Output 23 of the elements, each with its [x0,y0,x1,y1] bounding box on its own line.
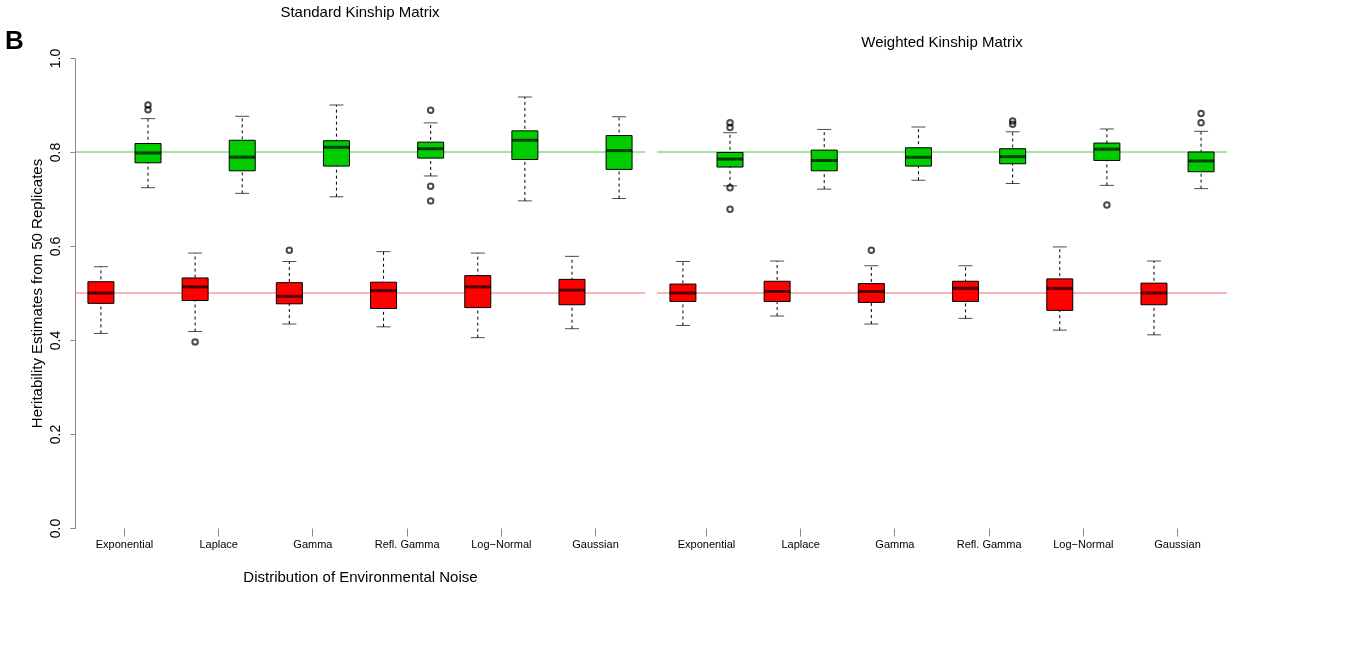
x-tick-label: Gaussian [1154,537,1201,550]
chart-title: Weighted Kinship Matrix [861,33,1024,50]
y-tick-label: 1.0 [46,48,63,69]
text: B [5,25,24,55]
y-tick-label: 0.4 [46,330,63,351]
x-tick-label: Refl. Gamma [374,537,441,550]
x-axis-title: Distribution of Environmental Noise [243,567,478,585]
y-tick-label: 0.2 [46,424,63,445]
x-tick-label: Gamma [875,537,916,550]
x-tick-label: Laplace [781,537,820,550]
x-tick-label: Exponential [95,537,154,550]
y-tick-label: 0.6 [46,236,63,257]
x-tick-label: Log−Normal [1053,537,1114,550]
x-tick-label: Gaussian [572,537,619,550]
y-tick-label: 0.0 [46,518,63,539]
chart-title: Standard Kinship Matrix [280,3,441,20]
x-tick-label: Exponential [677,537,736,550]
x-tick-label: Log−Normal [471,537,532,550]
x-tick-label: Refl. Gamma [956,537,1023,550]
y-tick-label: 0.8 [46,142,63,163]
x-tick-label: Laplace [199,537,238,550]
x-tick-label: Gamma [293,537,334,550]
y-axis-title: Heritability Estimates from 50 Replicates [27,158,45,429]
